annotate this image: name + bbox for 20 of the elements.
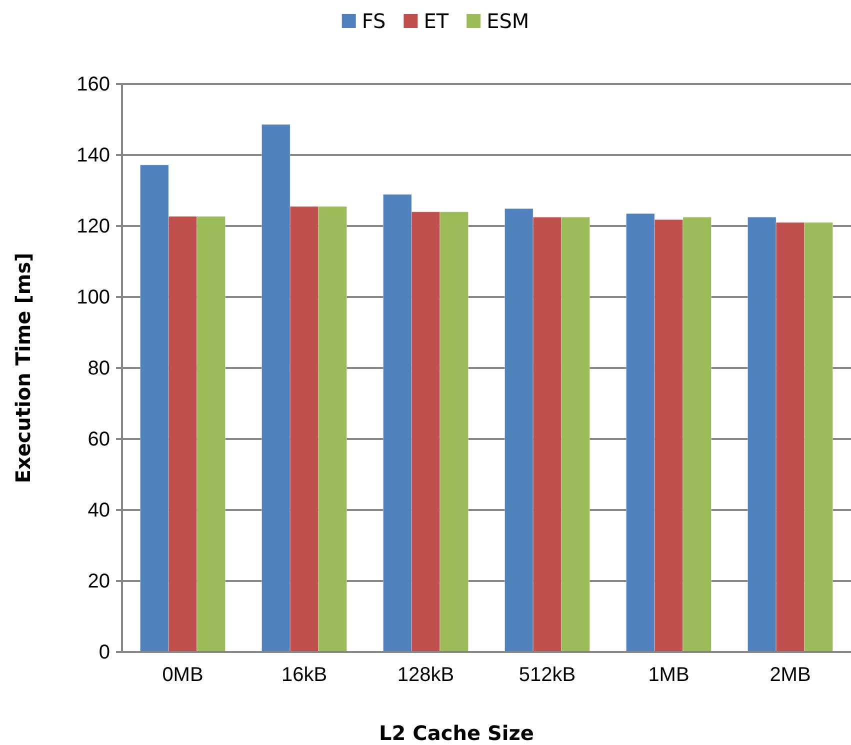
y-tick-label: 80 xyxy=(88,357,110,380)
y-tick-label: 20 xyxy=(88,570,110,592)
legend-label: ET xyxy=(424,9,450,33)
x-tick-label: 512kB xyxy=(518,664,576,686)
x-tick-label: 16kB xyxy=(281,664,328,686)
x-tick-label: 1MB xyxy=(648,664,690,686)
legend-label: FS xyxy=(362,9,386,33)
y-tick-label: 0 xyxy=(98,641,110,664)
x-tick-label: 0MB xyxy=(162,664,204,686)
y-axis-title: Execution Time [ms] xyxy=(11,252,35,484)
x-axis-title: L2 Cache Size xyxy=(379,721,534,745)
y-tick-label: 140 xyxy=(76,144,110,166)
y-tick-label: 100 xyxy=(76,286,110,308)
y-tick-label: 160 xyxy=(76,73,110,96)
y-tick-label: 120 xyxy=(76,215,110,238)
legend-label: ESM xyxy=(486,9,530,33)
x-tick-label: 128kB xyxy=(397,664,454,686)
x-tick-label: 2MB xyxy=(770,664,811,686)
y-tick-label: 60 xyxy=(88,428,110,450)
y-tick-label: 40 xyxy=(88,499,110,522)
